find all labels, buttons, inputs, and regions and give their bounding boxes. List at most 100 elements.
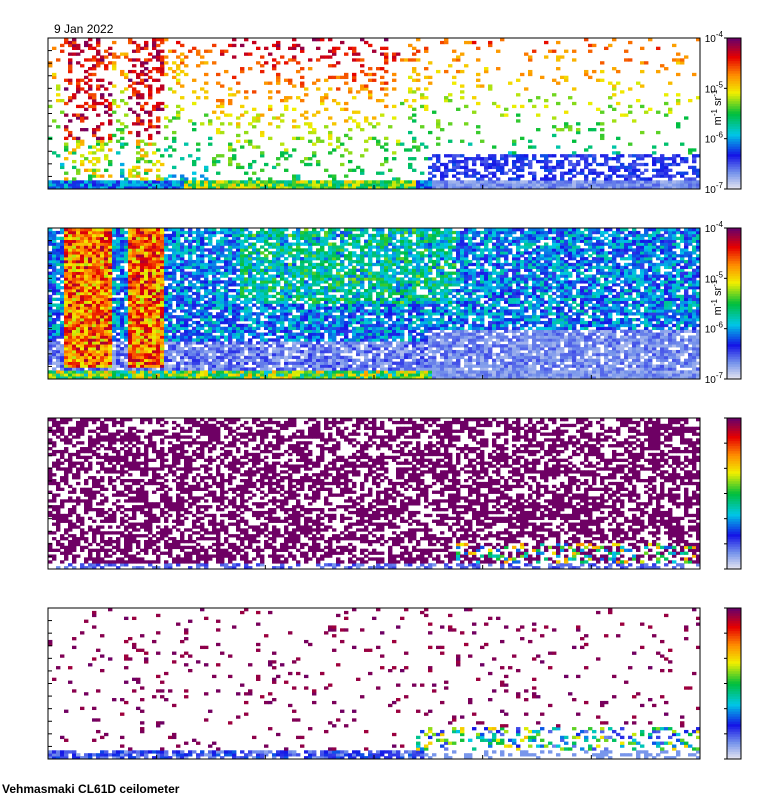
heatmap-cell	[96, 38, 101, 42]
heatmap-cell	[72, 352, 77, 357]
heatmap-cell	[60, 367, 65, 371]
heatmap-cell	[76, 245, 81, 249]
heatmap-cell	[96, 64, 101, 68]
heatmap-cell	[224, 230, 229, 235]
heatmap-cell	[264, 294, 269, 299]
heatmap-cell	[448, 186, 453, 190]
heatmap-cell	[212, 180, 217, 184]
heatmap-cell	[160, 228, 165, 232]
heatmap-cell	[92, 257, 97, 261]
heatmap-cell	[424, 96, 429, 100]
heatmap-cell	[52, 283, 57, 287]
heatmap-cell	[128, 303, 133, 307]
heatmap-cell	[80, 142, 85, 146]
heatmap-cell	[116, 248, 121, 252]
heatmap-cell	[80, 180, 85, 184]
heatmap-cell	[240, 364, 245, 368]
heatmap-cell	[216, 248, 221, 252]
heatmap-cell	[168, 236, 173, 241]
heatmap-cell	[144, 329, 149, 333]
heatmap-cell	[216, 230, 221, 235]
heatmap-cell	[116, 341, 121, 345]
heatmap-cell	[360, 154, 365, 158]
heatmap-cell	[68, 257, 73, 261]
heatmap-cell	[368, 43, 373, 48]
heatmap-cell	[564, 154, 569, 158]
heatmap-cell	[284, 78, 289, 82]
heatmap-cell	[468, 40, 473, 45]
heatmap-cell	[676, 98, 681, 103]
colorbar-swatch	[727, 95, 741, 99]
heatmap-cell	[100, 300, 105, 304]
heatmap-cell	[304, 186, 309, 190]
heatmap-cell	[168, 364, 173, 368]
heatmap-cell	[560, 171, 565, 175]
heatmap-cell	[472, 180, 477, 184]
heatmap-cell	[276, 162, 281, 167]
heatmap-cell	[232, 233, 237, 238]
heatmap-cell	[136, 130, 141, 135]
heatmap-cell	[120, 329, 125, 333]
heatmap-cell	[380, 186, 385, 190]
heatmap-cell	[244, 277, 249, 281]
heatmap-cell	[380, 87, 385, 91]
heatmap-cell	[188, 288, 193, 293]
heatmap-cell	[64, 367, 69, 371]
heatmap-cell	[60, 352, 65, 357]
heatmap-cell	[436, 168, 441, 172]
heatmap-cell	[128, 78, 133, 82]
heatmap-cell	[212, 271, 217, 275]
heatmap-cell	[156, 277, 161, 281]
heatmap-cell	[72, 341, 77, 345]
heatmap-cell	[84, 40, 89, 45]
heatmap-cell	[264, 288, 269, 293]
heatmap-cell	[212, 259, 217, 264]
heatmap-cell	[208, 329, 213, 333]
heatmap-cell	[68, 318, 73, 322]
heatmap-cell	[140, 373, 145, 377]
heatmap-cell	[412, 78, 417, 82]
heatmap-cell	[272, 268, 277, 272]
heatmap-cell	[56, 98, 61, 103]
heatmap-cell	[228, 309, 233, 313]
heatmap-cell	[244, 38, 249, 42]
heatmap-cell	[208, 367, 213, 371]
heatmap-cell	[500, 171, 505, 175]
heatmap-cell	[388, 125, 393, 129]
heatmap-cell	[288, 303, 293, 307]
heatmap-cell	[80, 277, 85, 281]
heatmap-cell	[84, 228, 89, 232]
heatmap-cell	[268, 277, 273, 281]
heatmap-cell	[240, 257, 245, 261]
heatmap-cell	[268, 294, 273, 299]
heatmap-cell	[168, 300, 173, 304]
heatmap-cell	[80, 139, 85, 143]
heatmap-cell	[244, 376, 249, 380]
heatmap-cell	[560, 159, 565, 164]
heatmap-cell	[256, 248, 261, 252]
heatmap-cell	[264, 315, 269, 319]
heatmap-cell	[164, 277, 169, 281]
heatmap-cell	[124, 306, 129, 310]
heatmap-cell	[212, 230, 217, 235]
heatmap-cell	[180, 96, 185, 100]
heatmap-cell	[196, 332, 201, 336]
heatmap-cell	[488, 171, 493, 175]
heatmap-cell	[544, 174, 549, 178]
heatmap-cell	[488, 162, 493, 167]
heatmap-cell	[244, 254, 249, 258]
heatmap-cell	[300, 183, 305, 187]
heatmap-cell	[200, 186, 205, 190]
heatmap-cell	[252, 376, 257, 380]
heatmap-cell	[184, 303, 189, 307]
heatmap-cell	[264, 323, 269, 328]
heatmap-cell	[340, 107, 345, 111]
heatmap-cell	[108, 239, 113, 243]
heatmap-cell	[104, 338, 109, 342]
heatmap-cell	[172, 139, 177, 143]
colorbar-swatch	[727, 70, 741, 74]
heatmap-cell	[116, 312, 121, 316]
heatmap-cell	[180, 349, 185, 354]
heatmap-cell	[264, 61, 269, 65]
heatmap-cell	[160, 180, 165, 184]
